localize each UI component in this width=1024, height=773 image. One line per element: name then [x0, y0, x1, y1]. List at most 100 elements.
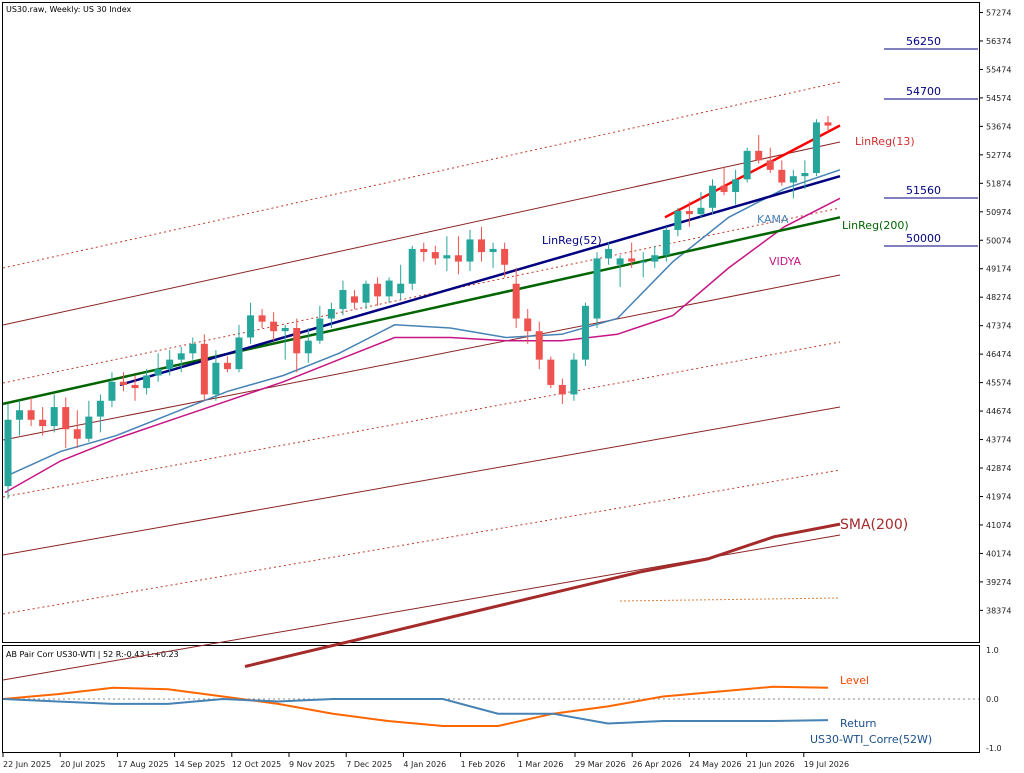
linreg200-line — [2, 216, 841, 406]
candle-body — [651, 255, 659, 262]
candle-body — [304, 340, 312, 354]
candle-body — [39, 419, 47, 427]
horizontal-levels: 56250 54700 51560 50000 — [884, 35, 978, 247]
candle-body — [270, 321, 278, 332]
candle-body — [50, 407, 58, 427]
x-tick-label: 7 Dec 2025 — [346, 760, 392, 769]
candle-body — [535, 331, 543, 360]
axis-ticks: 38374 39274 40174 41074 41974 42874 43774 44674… — [2, 8, 1011, 769]
channel-line — [2, 469, 841, 615]
x-tick-label: 14 Sep 2025 — [175, 760, 226, 769]
y-tick-label: 45574 — [986, 379, 1011, 388]
y-tick-label: 57274 — [986, 8, 1011, 17]
sub-indicator: 1.0 0.0 -1.0 — [2, 646, 1002, 753]
candle-body — [685, 210, 693, 215]
channel-line — [2, 406, 841, 556]
kama-line — [4, 169, 841, 478]
y-tick-label: 55474 — [986, 65, 1011, 74]
candle-body — [558, 384, 566, 395]
x-tick-label: 24 May 2026 — [689, 760, 741, 769]
candle-body — [454, 255, 462, 262]
candle-body — [478, 239, 486, 253]
y-tick-label: 56374 — [986, 37, 1011, 46]
candle-body — [327, 309, 335, 319]
label-level: Level — [840, 674, 869, 687]
y-tick-label: 42874 — [986, 464, 1011, 473]
candle-body — [177, 353, 185, 360]
candle-body — [281, 328, 289, 332]
label-return: Return — [840, 717, 877, 730]
candle-body — [789, 176, 797, 183]
x-tick-label: 4 Jan 2026 — [403, 760, 446, 769]
candle-body — [235, 337, 243, 370]
candle-body — [581, 305, 589, 360]
candle-body — [628, 258, 636, 262]
y-tick-label: 46474 — [986, 350, 1011, 359]
candle-body — [616, 258, 624, 265]
x-tick-label: 1 Mar 2026 — [518, 760, 564, 769]
candle-body — [189, 343, 197, 354]
sub-y-tick-label: 1.0 — [986, 646, 999, 655]
candle-body — [512, 283, 520, 319]
x-tick-label: 19 Jul 2026 — [804, 760, 849, 769]
candle-body — [570, 359, 578, 395]
candle-body — [27, 410, 35, 420]
candle-body — [778, 169, 786, 183]
y-tick-label: 40174 — [986, 549, 1011, 558]
label-vidya: VIDYA — [769, 255, 802, 268]
x-tick-label: 20 Jul 2025 — [60, 760, 105, 769]
candle-body — [339, 290, 347, 310]
candle-body — [812, 122, 820, 173]
linreg13-line — [664, 124, 841, 219]
y-tick-label: 43774 — [986, 436, 1011, 445]
corr-level-line — [2, 685, 829, 727]
candle-body — [385, 280, 393, 297]
lower-envelope — [619, 597, 841, 602]
x-tick-label: 26 Apr 2026 — [632, 760, 681, 769]
label-linreg13: LinReg(13) — [855, 135, 915, 148]
candle-body — [639, 261, 647, 263]
label-kama: KAMA — [757, 213, 789, 226]
label-corr: US30-WTI_Corre(52W) — [810, 733, 932, 746]
candle-body — [766, 160, 774, 170]
candle-body — [489, 248, 497, 253]
candle-body — [316, 318, 324, 341]
y-tick-label: 41074 — [986, 521, 1011, 530]
candles — [4, 116, 832, 499]
y-tick-label: 44674 — [986, 407, 1011, 416]
y-tick-label: 51874 — [986, 179, 1011, 188]
candle-body — [547, 359, 555, 385]
channel-line — [2, 341, 841, 498]
y-tick-label: 49174 — [986, 265, 1011, 274]
y-tick-label: 50974 — [986, 208, 1011, 217]
y-tick-label: 50074 — [986, 236, 1011, 245]
candle-body — [824, 122, 832, 126]
candle-body — [374, 283, 382, 297]
x-tick-label: 21 Jun 2026 — [747, 760, 795, 769]
candle-body — [119, 381, 127, 385]
candle-body — [362, 283, 370, 303]
sma200-line — [244, 522, 841, 668]
x-tick-label: 22 Jun 2025 — [3, 760, 51, 769]
x-tick-label: 29 Mar 2026 — [575, 760, 626, 769]
candle-body — [697, 207, 705, 215]
candle-body — [85, 416, 93, 439]
channel-line — [2, 274, 841, 441]
candle-body — [720, 185, 728, 192]
vidya-line — [4, 197, 841, 494]
candle-body — [408, 248, 416, 284]
candle-body — [593, 258, 601, 319]
candle-body — [755, 150, 763, 161]
candle-body — [16, 410, 24, 420]
candle-body — [247, 315, 255, 338]
candle-body — [443, 255, 451, 259]
candle-body — [131, 384, 139, 389]
y-tick-label: 41974 — [986, 492, 1011, 501]
main-plot-frame — [2, 2, 980, 643]
y-tick-label: 52774 — [986, 151, 1011, 160]
candle-body — [420, 248, 428, 253]
candle-body — [397, 283, 405, 294]
y-tick-label: 38374 — [986, 606, 1011, 615]
label-sma200: SMA(200) — [840, 517, 908, 533]
x-tick-label: 12 Oct 2025 — [232, 760, 281, 769]
